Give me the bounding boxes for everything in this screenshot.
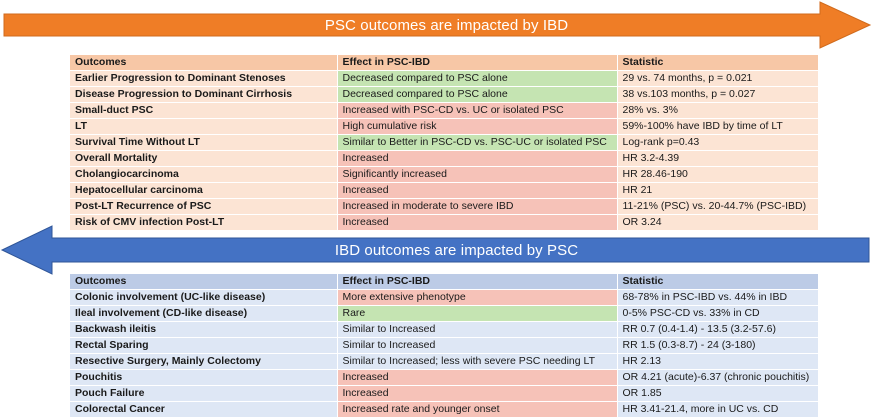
table-row: Pouch Failure Increased OR 1.85	[70, 385, 819, 402]
statistic-cell: HR 28.46-190	[617, 166, 819, 183]
table-row: Resective Surgery, Mainly Colectomy Simi…	[70, 353, 819, 370]
table-row: Colonic involvement (UC-like disease) Mo…	[70, 289, 819, 306]
outcome-cell: LT	[70, 118, 338, 135]
effect-cell: Decreased compared to PSC alone	[337, 70, 618, 87]
outcome-cell: Colorectal Cancer	[70, 401, 338, 418]
table-row: Risk of CMV infection Post-LT Increased …	[70, 214, 819, 231]
effect-cell: Increased	[337, 214, 618, 231]
effect-cell: High cumulative risk	[337, 118, 618, 135]
outcome-cell: Earlier Progression to Dominant Stenoses	[70, 70, 338, 87]
ibd-outcomes-arrow: IBD outcomes are impacted by PSC	[0, 224, 873, 276]
statistic-cell: Log-rank p=0.43	[617, 134, 819, 151]
ibd-outcomes-table: Outcomes Effect in PSC-IBD Statistic Col…	[70, 274, 819, 418]
table-row: Small-duct PSC Increased with PSC-CD vs.…	[70, 102, 819, 119]
table-row: Backwash ileitis Similar to Increased RR…	[70, 321, 819, 338]
outcome-cell: Small-duct PSC	[70, 102, 338, 119]
outcome-cell: Disease Progression to Dominant Cirrhosi…	[70, 86, 338, 103]
outcome-cell: Overall Mortality	[70, 150, 338, 167]
left-arrow-icon	[0, 225, 870, 275]
statistic-cell: 59%-100% have IBD by time of LT	[617, 118, 819, 135]
effect-cell: Increased with PSC-CD vs. UC or isolated…	[337, 102, 618, 119]
header-statistic: Statistic	[617, 274, 819, 290]
table-row: Earlier Progression to Dominant Stenoses…	[70, 70, 819, 87]
table-row: Colorectal Cancer Increased rate and you…	[70, 401, 819, 418]
header-outcomes: Outcomes	[70, 274, 338, 290]
table-row: Overall Mortality Increased HR 3.2-4.39	[70, 150, 819, 167]
table-header-row: Outcomes Effect in PSC-IBD Statistic	[70, 55, 819, 71]
effect-cell: Rare	[337, 305, 618, 322]
effect-cell: Increased	[337, 385, 618, 402]
table-header-row: Outcomes Effect in PSC-IBD Statistic	[70, 274, 819, 290]
outcome-cell: Survival Time Without LT	[70, 134, 338, 151]
statistic-cell: 11-21% (PSC) vs. 20-44.7% (PSC-IBD)	[617, 198, 819, 215]
table-row: Post-LT Recurrence of PSC Increased in m…	[70, 198, 819, 215]
effect-cell: Similar to Increased; less with severe P…	[337, 353, 618, 370]
outcome-cell: Hepatocellular carcinoma	[70, 182, 338, 199]
psc-outcomes-arrow: PSC outcomes are impacted by IBD	[0, 0, 873, 50]
effect-cell: Decreased compared to PSC alone	[337, 86, 618, 103]
effect-cell: Similar to Better in PSC-CD vs. PSC-UC o…	[337, 134, 618, 151]
table-row: Disease Progression to Dominant Cirrhosi…	[70, 86, 819, 103]
header-outcomes: Outcomes	[70, 55, 338, 71]
psc-outcomes-table: Outcomes Effect in PSC-IBD Statistic Ear…	[70, 55, 819, 231]
effect-cell: Increased	[337, 150, 618, 167]
outcome-cell: Post-LT Recurrence of PSC	[70, 198, 338, 215]
outcome-cell: Colonic involvement (UC-like disease)	[70, 289, 338, 306]
effect-cell: Significantly increased	[337, 166, 618, 183]
outcome-cell: Risk of CMV infection Post-LT	[70, 214, 338, 231]
table-row: Pouchitis Increased OR 4.21 (acute)-6.37…	[70, 369, 819, 386]
statistic-cell: OR 4.21 (acute)-6.37 (chronic pouchitis)	[617, 369, 819, 386]
effect-cell: Increased rate and younger onset	[337, 401, 618, 418]
statistic-cell: OR 3.24	[617, 214, 819, 231]
statistic-cell: 68-78% in PSC-IBD vs. 44% in IBD	[617, 289, 819, 306]
table-row: Cholangiocarcinoma Significantly increas…	[70, 166, 819, 183]
outcome-cell: Ileal involvement (CD-like disease)	[70, 305, 338, 322]
table-row: Rectal Sparing Similar to Increased RR 1…	[70, 337, 819, 354]
table-row: Ileal involvement (CD-like disease) Rare…	[70, 305, 819, 322]
statistic-cell: HR 3.41-21.4, more in UC vs. CD	[617, 401, 819, 418]
header-effect: Effect in PSC-IBD	[337, 274, 618, 290]
statistic-cell: HR 3.2-4.39	[617, 150, 819, 167]
effect-cell: Increased	[337, 182, 618, 199]
header-effect: Effect in PSC-IBD	[337, 55, 618, 71]
header-statistic: Statistic	[617, 55, 819, 71]
statistic-cell: 29 vs. 74 months, p = 0.021	[617, 70, 819, 87]
statistic-cell: 38 vs.103 months, p = 0.027	[617, 86, 819, 103]
effect-cell: Similar to Increased	[337, 321, 618, 338]
ibd-arrow-label: IBD outcomes are impacted by PSC	[334, 241, 579, 259]
statistic-cell: RR 1.5 (0.3-8.7) - 24 (3-180)	[617, 337, 819, 354]
statistic-cell: HR 2.13	[617, 353, 819, 370]
statistic-cell: OR 1.85	[617, 385, 819, 402]
outcome-cell: Resective Surgery, Mainly Colectomy	[70, 353, 338, 370]
psc-arrow-label: PSC outcomes are impacted by IBD	[324, 16, 569, 34]
effect-cell: Similar to Increased	[337, 337, 618, 354]
table-row: Hepatocellular carcinoma Increased HR 21	[70, 182, 819, 199]
statistic-cell: 28% vs. 3%	[617, 102, 819, 119]
statistic-cell: HR 21	[617, 182, 819, 199]
right-arrow-icon	[3, 1, 872, 49]
effect-cell: More extensive phenotype	[337, 289, 618, 306]
outcome-cell: Cholangiocarcinoma	[70, 166, 338, 183]
table-row: Survival Time Without LT Similar to Bett…	[70, 134, 819, 151]
table-row: LT High cumulative risk 59%-100% have IB…	[70, 118, 819, 135]
effect-cell: Increased in moderate to severe IBD	[337, 198, 618, 215]
outcome-cell: Backwash ileitis	[70, 321, 338, 338]
outcome-cell: Pouchitis	[70, 369, 338, 386]
effect-cell: Increased	[337, 369, 618, 386]
statistic-cell: 0-5% PSC-CD vs. 33% in CD	[617, 305, 819, 322]
outcome-cell: Pouch Failure	[70, 385, 338, 402]
outcome-cell: Rectal Sparing	[70, 337, 338, 354]
statistic-cell: RR 0.7 (0.4-1.4) - 13.5 (3.2-57.6)	[617, 321, 819, 338]
